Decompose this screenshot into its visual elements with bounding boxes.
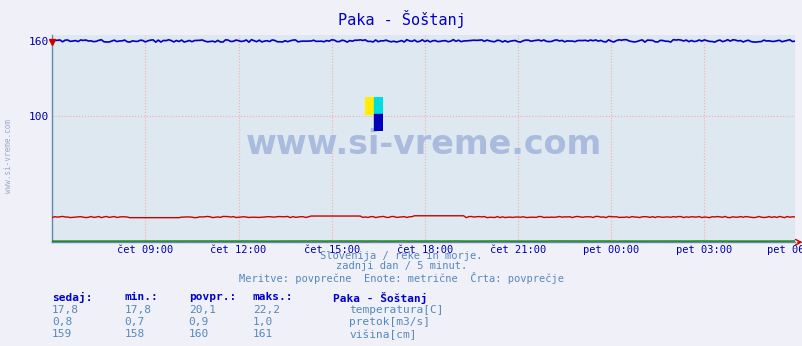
Text: Slovenija / reke in morje.: Slovenija / reke in morje. — [320, 251, 482, 261]
Text: 1,0: 1,0 — [253, 317, 273, 327]
Text: višina[cm]: višina[cm] — [349, 329, 416, 340]
Text: Paka - Šoštanj: Paka - Šoštanj — [337, 10, 465, 28]
Bar — [365, 97, 374, 114]
Text: 0,8: 0,8 — [52, 317, 72, 327]
Bar — [374, 97, 383, 114]
Text: www.si-vreme.com: www.si-vreme.com — [245, 128, 601, 161]
Text: 161: 161 — [253, 329, 273, 339]
Text: Paka - Šoštanj: Paka - Šoštanj — [333, 292, 427, 304]
Text: 20,1: 20,1 — [188, 305, 216, 315]
Text: maks.:: maks.: — [253, 292, 293, 302]
Text: zadnji dan / 5 minut.: zadnji dan / 5 minut. — [335, 261, 467, 271]
Text: sedaj:: sedaj: — [52, 292, 92, 303]
Text: pretok[m3/s]: pretok[m3/s] — [349, 317, 430, 327]
Text: 17,8: 17,8 — [52, 305, 79, 315]
Text: 158: 158 — [124, 329, 144, 339]
Text: Meritve: povprečne  Enote: metrične  Črta: povprečje: Meritve: povprečne Enote: metrične Črta:… — [239, 272, 563, 284]
Text: 22,2: 22,2 — [253, 305, 280, 315]
Text: temperatura[C]: temperatura[C] — [349, 305, 444, 315]
Bar — [374, 114, 383, 131]
Text: www.si-vreme.com: www.si-vreme.com — [3, 119, 13, 193]
Text: 0,7: 0,7 — [124, 317, 144, 327]
Text: 160: 160 — [188, 329, 209, 339]
Text: 159: 159 — [52, 329, 72, 339]
Text: min.:: min.: — [124, 292, 158, 302]
Text: povpr.:: povpr.: — [188, 292, 236, 302]
Text: 0,9: 0,9 — [188, 317, 209, 327]
Text: 17,8: 17,8 — [124, 305, 152, 315]
